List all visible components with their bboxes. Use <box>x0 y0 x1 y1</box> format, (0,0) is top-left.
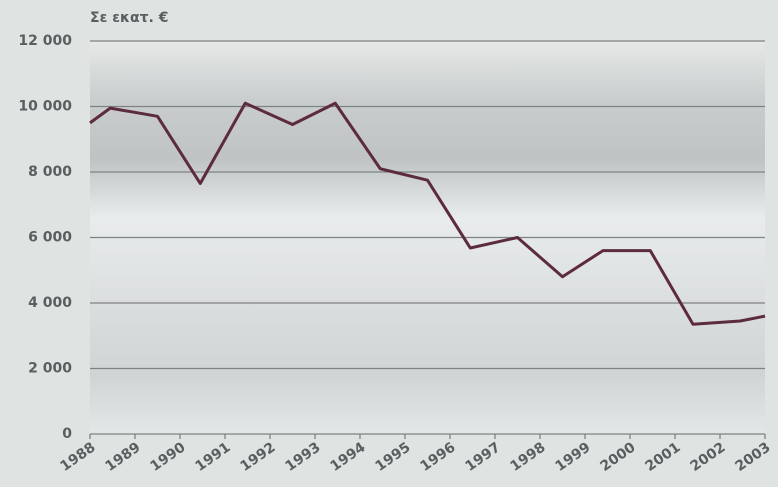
x-tick-label: 1997 <box>462 439 503 474</box>
x-tick-label: 1994 <box>327 439 368 475</box>
line <box>89 101 766 326</box>
x-tick-label: 1995 <box>372 439 413 474</box>
x-tick-label: 1989 <box>102 439 143 474</box>
x-tick-label: 1990 <box>147 439 188 475</box>
x-tick-label: 2003 <box>732 439 773 474</box>
x-tick-label: 1991 <box>192 439 233 474</box>
y-tick-label: 0 <box>62 426 72 442</box>
axis-title: Σε εκατ. € <box>90 10 168 26</box>
y-tick-label: 8 000 <box>28 164 72 180</box>
x-tick-label: 1992 <box>237 439 278 474</box>
x-tick-label: 2002 <box>687 439 728 474</box>
x-tick-label: 1999 <box>552 439 593 474</box>
y-tick-label: 10 000 <box>18 99 72 115</box>
x-tick-label: 1988 <box>57 439 98 474</box>
y-tick-label: 6 000 <box>28 230 72 246</box>
y-tick-label: 12 000 <box>18 33 72 49</box>
x-tick-label: 2001 <box>642 439 683 474</box>
x-tick-label: 1993 <box>282 439 323 474</box>
y-tick-label: 4 000 <box>28 295 72 311</box>
y-tick-label: 2 000 <box>28 361 72 377</box>
x-tick-label: 2000 <box>597 439 638 475</box>
x-tick-label: 1996 <box>417 439 458 474</box>
x-tick-label: 1998 <box>507 439 548 474</box>
